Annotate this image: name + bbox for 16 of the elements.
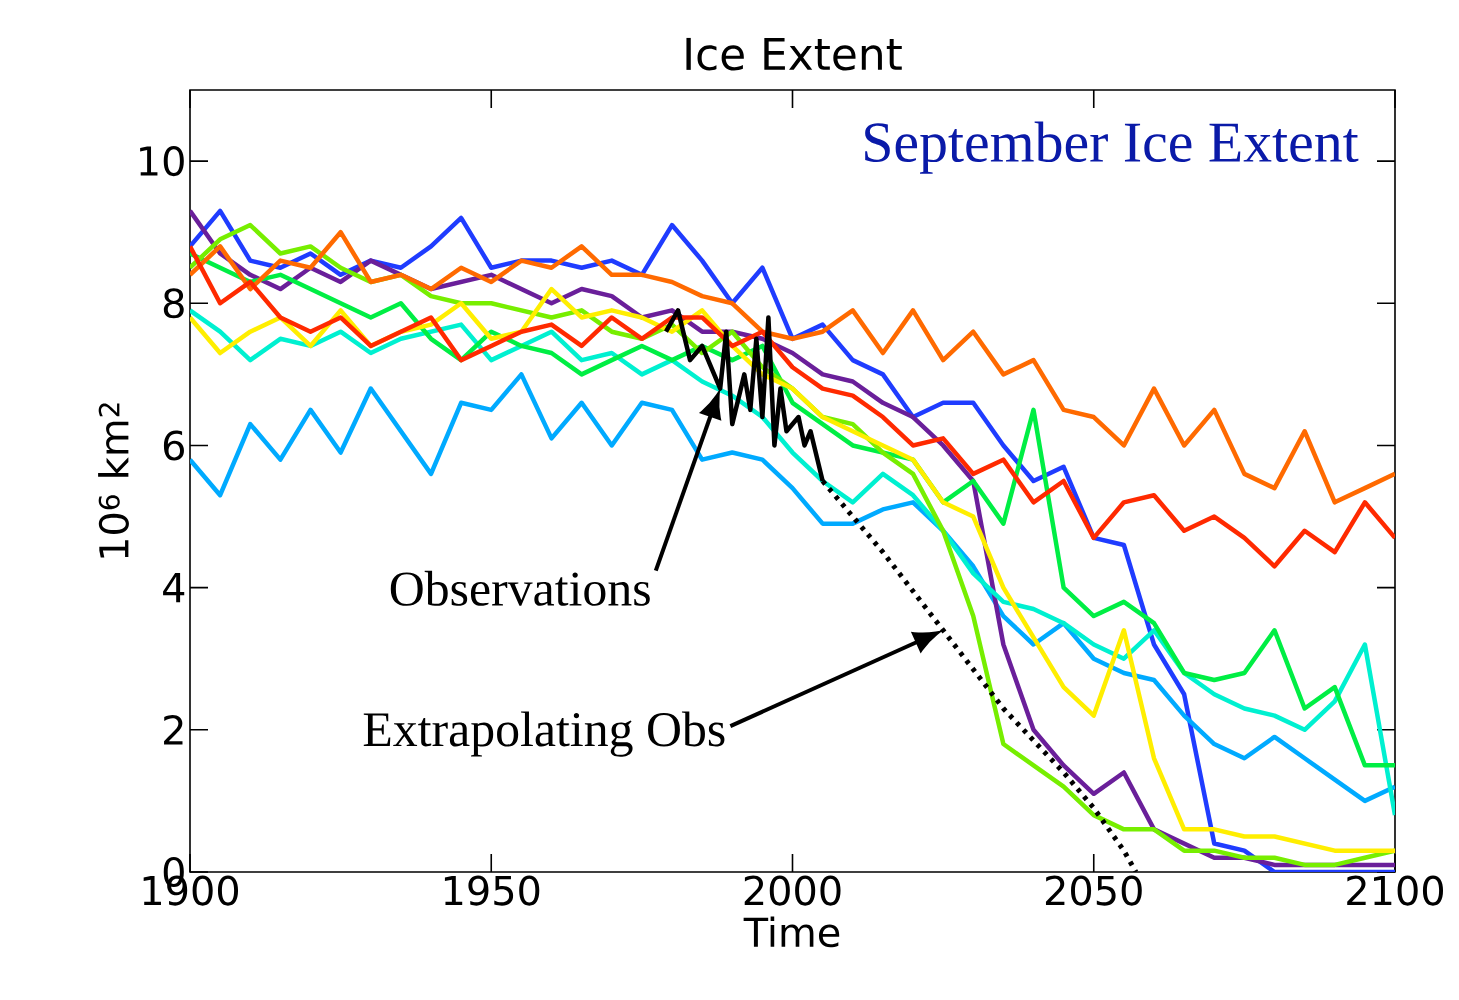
- y-tick-label: 4: [163, 573, 185, 603]
- x-tick-label: 2000: [744, 875, 841, 906]
- x-axis-title: Time: [743, 916, 840, 948]
- x-tick-label: 1950: [444, 875, 540, 906]
- y-axis-title: 10$^{6}$ km$^{2}$: [98, 403, 129, 558]
- chart-title: Ice Extent: [686, 37, 902, 71]
- y-tick-label: 2: [164, 715, 183, 745]
- y-tick-label: 8: [163, 288, 184, 319]
- y-tick-label: 6: [163, 430, 184, 461]
- y-tick-label: 10: [140, 146, 184, 177]
- annotation: Extrapolating Obs: [363, 711, 725, 757]
- annotation: September Ice Extent: [865, 121, 1359, 174]
- x-tick-label: 2050: [1045, 875, 1142, 906]
- annotation: Observations: [390, 570, 650, 606]
- line-series: [190, 229, 1395, 505]
- x-tick-label: 2100: [1347, 875, 1444, 906]
